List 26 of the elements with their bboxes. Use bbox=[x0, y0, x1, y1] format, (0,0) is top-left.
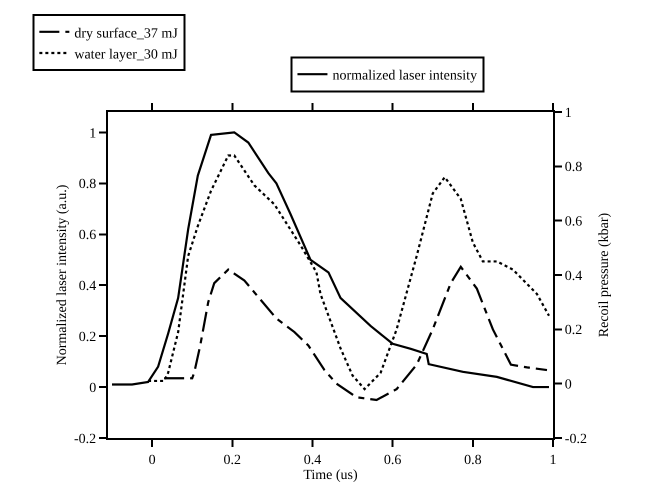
y-tick-label: 1 bbox=[89, 126, 96, 142]
x-tick-label: 0.6 bbox=[384, 452, 402, 468]
y-tick-label: 0.4 bbox=[78, 279, 96, 294]
legend-label: normalized laser intensity bbox=[332, 68, 478, 84]
y2-tick-label: 0.6 bbox=[564, 214, 582, 230]
y-tick-label: 0 bbox=[89, 380, 96, 396]
x-tick-label: 0.8 bbox=[464, 452, 482, 468]
y2-tick-label: -0.2 bbox=[564, 432, 587, 447]
x-axis-title: Time (us) bbox=[303, 468, 358, 483]
y-tick-label: -0.2 bbox=[74, 432, 96, 447]
y-tick-label: 0.6 bbox=[78, 228, 96, 244]
x-tick-label: 0.4 bbox=[304, 452, 322, 468]
x-tick-label: 0 bbox=[148, 452, 156, 468]
x-tick-label: 1 bbox=[550, 452, 556, 468]
y2-tick-label: 0 bbox=[564, 378, 572, 393]
legend-label: water layer_30 mJ bbox=[74, 47, 178, 62]
y-axis-title: Normalized laser intensity (a.u.) bbox=[55, 184, 70, 366]
y-tick-label: 0.2 bbox=[78, 330, 96, 346]
y-tick-label: 0.8 bbox=[78, 177, 96, 192]
legend-label: dry surface_37 mJ bbox=[74, 26, 178, 42]
y2-tick-label: 0.4 bbox=[564, 268, 582, 284]
y2-tick-label: 0.8 bbox=[564, 160, 582, 176]
x-tick-label: 0.2 bbox=[224, 452, 242, 468]
y2-axis-title: Recoil pressure (kbar) bbox=[596, 212, 612, 338]
y2-tick-label: 0.2 bbox=[564, 323, 582, 338]
y2-tick-label: 1 bbox=[564, 106, 572, 121]
